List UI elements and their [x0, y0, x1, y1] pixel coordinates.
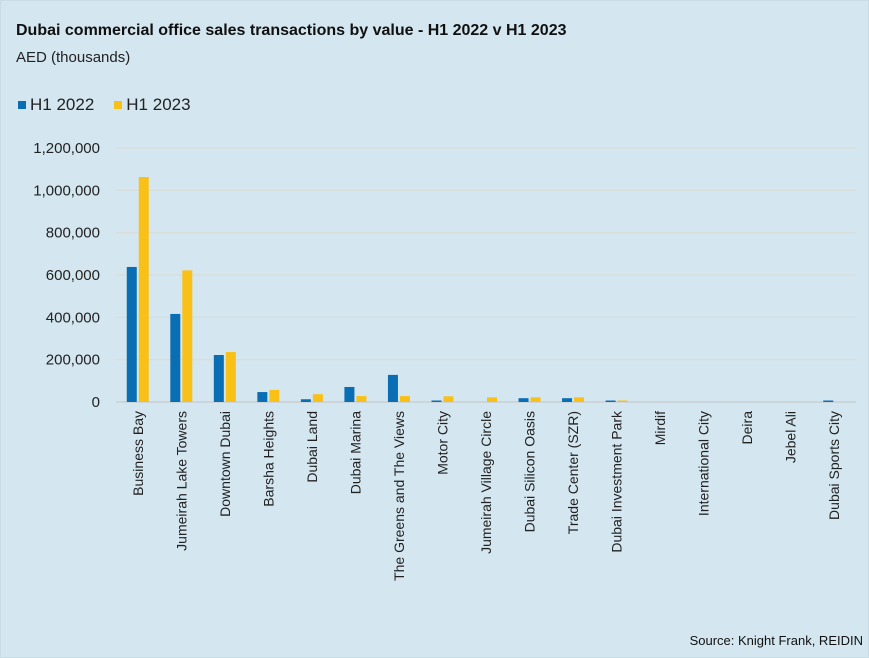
y-tick-label: 1,000,000	[33, 182, 100, 199]
y-tick-label: 800,000	[46, 225, 100, 242]
chart-title: Dubai commercial office sales transactio…	[16, 22, 567, 39]
x-tick-label: Barsha Heights	[260, 411, 276, 507]
x-tick-label: International City	[696, 411, 712, 516]
x-tick-label: Jumeirah Village Circle	[478, 411, 494, 554]
bar-h1-2023	[312, 394, 323, 402]
bar-h1-2022	[213, 355, 224, 402]
legend-item-h1-2023: H1 2023	[114, 95, 191, 115]
x-tick-label: Business Bay	[130, 411, 146, 496]
x-tick-label: Dubai Marina	[347, 411, 363, 494]
bar-h1-2023	[225, 352, 236, 402]
x-tick-label: Dubai Sports City	[826, 411, 842, 520]
bar-h1-2023	[443, 396, 454, 402]
x-tick-label: Downtown Dubai	[217, 411, 233, 517]
bar-h1-2022	[562, 398, 573, 402]
x-tick-label: Deira	[739, 411, 755, 445]
bar-h1-2023	[138, 176, 149, 402]
bar-h1-2022	[300, 399, 311, 402]
legend: H1 2022 H1 2023	[18, 95, 211, 115]
y-tick-label: 1,200,000	[33, 140, 100, 157]
x-tick-label: Dubai Land	[304, 411, 320, 483]
bar-h1-2023	[574, 397, 585, 402]
bar-h1-2022	[605, 400, 616, 402]
bar-h1-2022	[518, 398, 529, 402]
x-tick-label: Dubai Silicon Oasis	[522, 411, 538, 532]
legend-item-h1-2022: H1 2022	[18, 95, 94, 115]
bar-h1-2023	[399, 396, 410, 402]
bar-h1-2022	[344, 386, 355, 402]
x-tick-label: The Greens and The Views	[391, 411, 407, 581]
x-tick-label: Dubai Investment Park	[609, 410, 625, 553]
source-note: Source: Knight Frank, REIDIN	[689, 633, 863, 648]
bar-h1-2022	[823, 400, 834, 402]
legend-swatch-h1-2023	[114, 101, 123, 109]
y-tick-label: 0	[92, 394, 100, 411]
legend-swatch-h1-2022	[18, 101, 26, 109]
bar-h1-2022	[126, 266, 137, 402]
bar-h1-2023	[269, 389, 280, 402]
bar-h1-2022	[257, 392, 268, 402]
bar-h1-2022	[431, 400, 442, 402]
bar-h1-2023	[356, 396, 367, 402]
x-tick-label: Trade Center (SZR)	[565, 411, 581, 534]
x-tick-label: Jumeirah Lake Towers	[173, 411, 189, 551]
bar-h1-2023	[530, 397, 541, 402]
x-tick-label: Mirdif	[652, 411, 668, 445]
legend-label-h1-2023: H1 2023	[126, 95, 191, 114]
x-tick-label: Jebel Ali	[783, 411, 799, 463]
y-tick-label: 200,000	[46, 352, 100, 369]
y-tick-label: 400,000	[46, 309, 100, 326]
bar-h1-2022	[170, 313, 181, 402]
bar-h1-2023	[487, 397, 497, 402]
chart-subtitle: AED (thousands)	[16, 49, 131, 66]
y-tick-label: 600,000	[46, 267, 100, 284]
bar-h1-2023	[182, 270, 193, 402]
bar-h1-2022	[387, 374, 398, 402]
bar-h1-2023	[617, 400, 628, 402]
legend-label-h1-2022: H1 2022	[30, 95, 95, 114]
x-tick-label: Motor City	[434, 411, 450, 475]
